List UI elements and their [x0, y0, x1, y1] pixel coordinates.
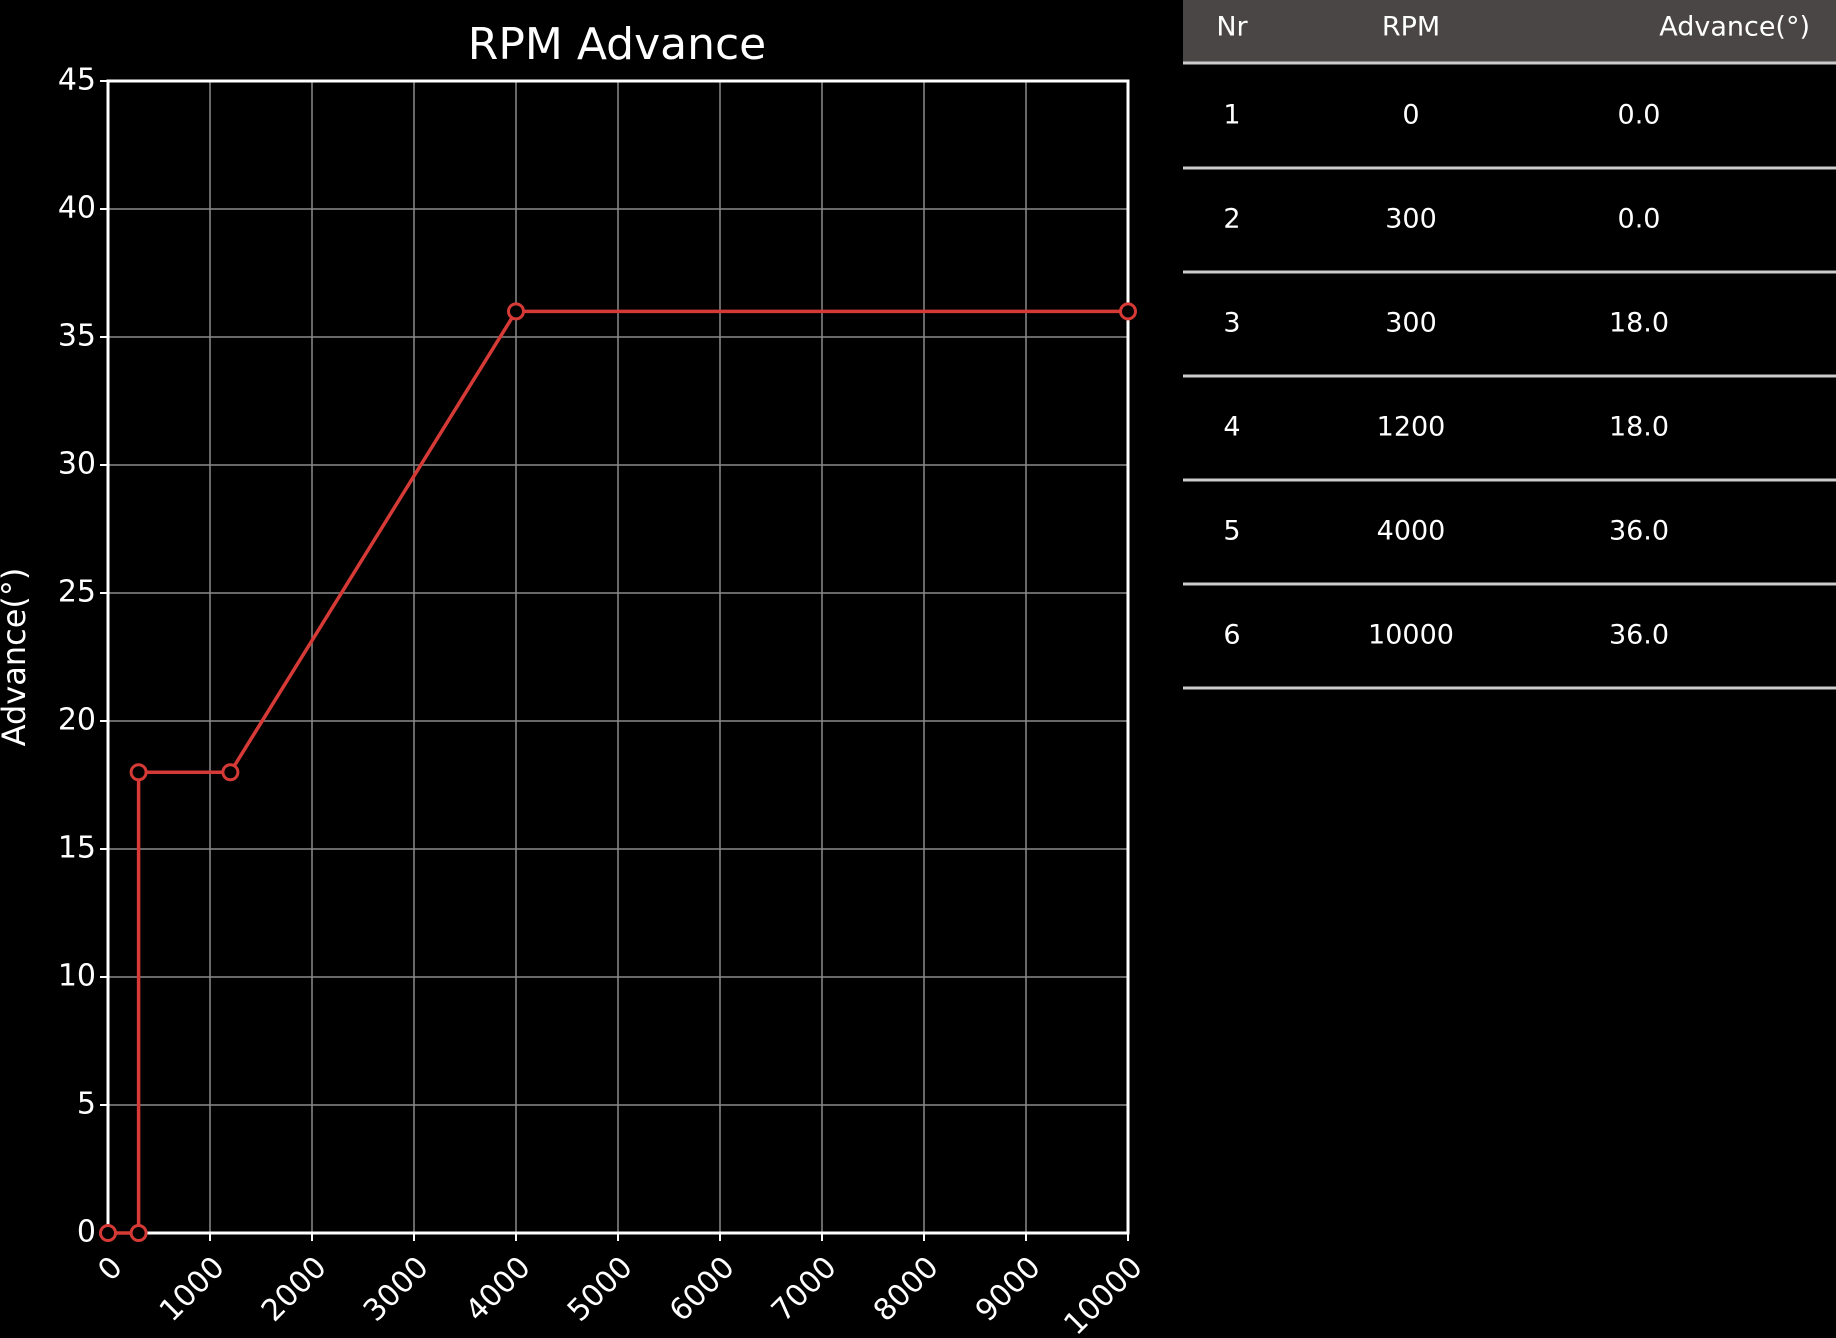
- table-header: Nr: [1216, 12, 1248, 43]
- data-point: [99, 1224, 117, 1242]
- table-header: Advance(°): [1659, 12, 1810, 43]
- table-cell: 6: [1223, 620, 1240, 651]
- x-tick-label: 10000: [1057, 1250, 1149, 1338]
- table-cell: 36.0: [1609, 620, 1669, 651]
- x-tick-label: 0: [91, 1250, 129, 1288]
- table-cell: 5: [1223, 516, 1240, 547]
- table-header: RPM: [1382, 12, 1440, 43]
- y-tick-label: 30: [58, 447, 96, 482]
- table-cell: 1200: [1377, 412, 1446, 443]
- y-tick-label: 45: [58, 63, 96, 98]
- y-tick-label: 25: [58, 575, 96, 610]
- table-cell: 10000: [1368, 620, 1454, 651]
- table-cell: 18.0: [1609, 308, 1669, 339]
- y-tick-label: 40: [58, 191, 96, 226]
- x-tick-label: 9000: [969, 1250, 1048, 1329]
- y-tick-label: 0: [77, 1215, 96, 1250]
- table-cell: 4000: [1377, 516, 1446, 547]
- x-tick-label: 7000: [765, 1250, 844, 1329]
- plot-frame: [106, 79, 1130, 1235]
- table-cell: 18.0: [1609, 412, 1669, 443]
- y-tick-label: 35: [58, 319, 96, 354]
- y-tick-label: 15: [58, 831, 96, 866]
- y-axis-label: Advance(°): [0, 568, 33, 747]
- table-cell: 300: [1385, 308, 1437, 339]
- table-cell: 300: [1385, 204, 1437, 235]
- x-tick-label: 1000: [153, 1250, 232, 1329]
- table-cell: 3: [1223, 308, 1240, 339]
- table-header-bg: [1183, 0, 1836, 62]
- table-cell: 4: [1223, 412, 1240, 443]
- x-tick-label: 4000: [459, 1250, 538, 1329]
- x-tick-label: 6000: [663, 1250, 742, 1329]
- table-cell: 36.0: [1609, 516, 1669, 547]
- data-point: [129, 1224, 148, 1242]
- table-cell: 1: [1223, 100, 1240, 131]
- data-point: [129, 763, 148, 782]
- table-cell: 2: [1223, 204, 1240, 235]
- x-tick-label: 3000: [357, 1250, 436, 1329]
- x-tick-label: 8000: [867, 1250, 946, 1329]
- data-point: [507, 302, 525, 321]
- table-cell: 0.0: [1618, 100, 1661, 131]
- y-tick-label: 20: [58, 703, 96, 738]
- table-cell: 0: [1402, 100, 1419, 131]
- y-tick-label: 5: [77, 1087, 96, 1122]
- data-point: [1119, 302, 1137, 321]
- data-point: [221, 763, 240, 782]
- y-tick-label: 10: [58, 959, 96, 994]
- x-tick-label: 5000: [561, 1250, 640, 1329]
- x-tick-label: 2000: [255, 1250, 334, 1329]
- table-cell: 0.0: [1618, 204, 1661, 235]
- chart-title: RPM Advance: [468, 19, 766, 70]
